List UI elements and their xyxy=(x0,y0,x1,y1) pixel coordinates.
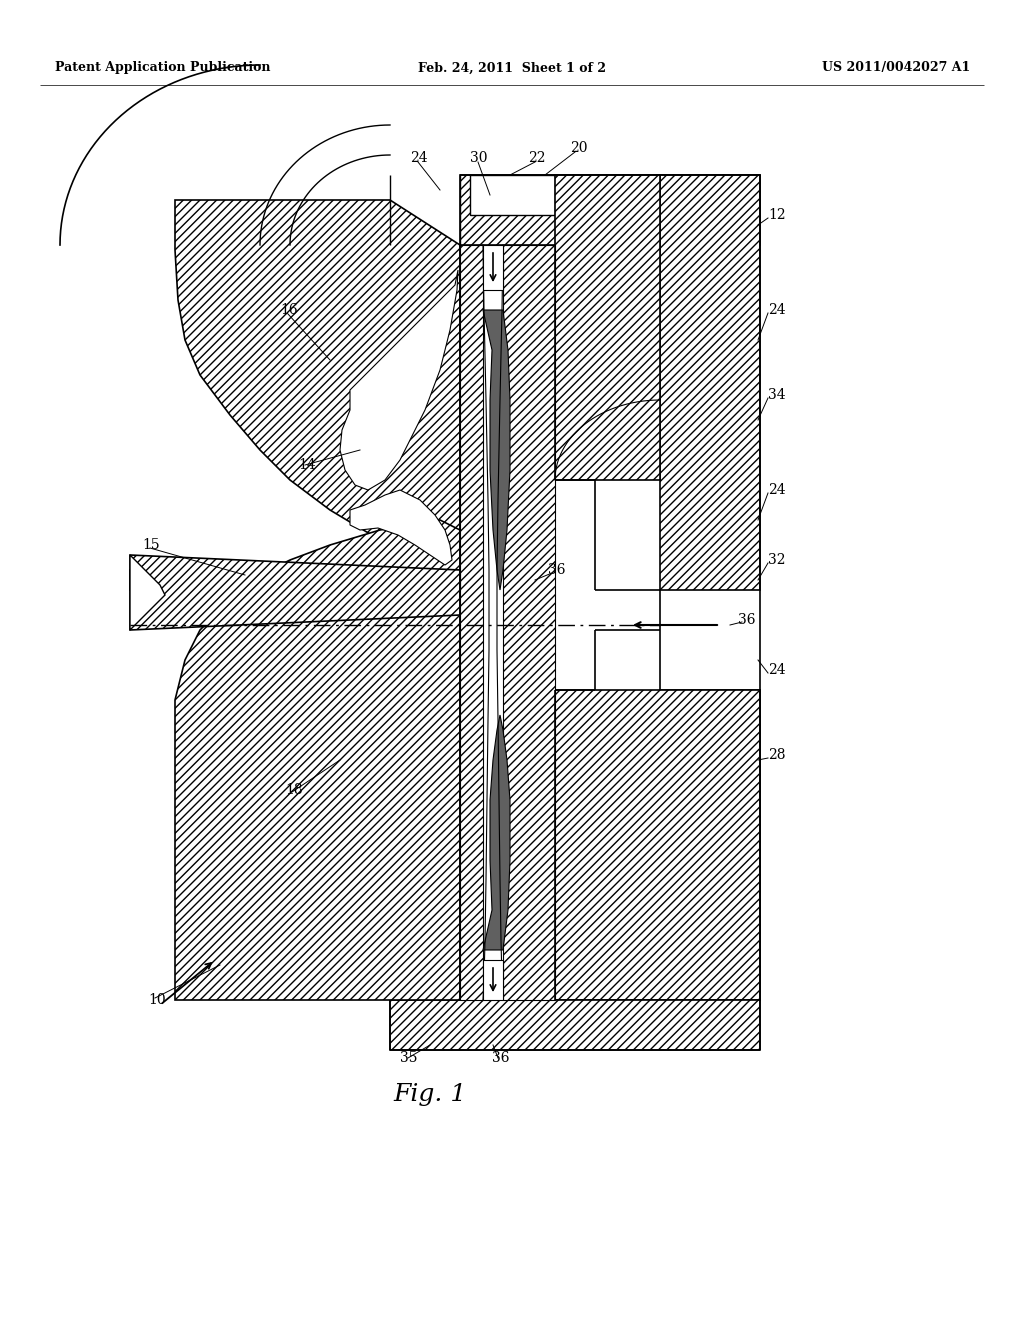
Text: 16: 16 xyxy=(280,304,298,317)
Polygon shape xyxy=(130,554,165,630)
Polygon shape xyxy=(460,246,483,1001)
Polygon shape xyxy=(503,246,555,1001)
Text: 10: 10 xyxy=(148,993,166,1007)
Polygon shape xyxy=(175,520,460,1001)
Text: 24: 24 xyxy=(768,304,785,317)
Polygon shape xyxy=(555,690,760,1001)
Text: 18: 18 xyxy=(285,783,303,797)
Text: Fig. 1: Fig. 1 xyxy=(393,1084,467,1106)
Polygon shape xyxy=(483,715,510,950)
Text: 24: 24 xyxy=(768,663,785,677)
Polygon shape xyxy=(470,176,555,215)
Text: 28: 28 xyxy=(768,748,785,762)
Text: 36: 36 xyxy=(738,612,756,627)
Text: 36: 36 xyxy=(492,1051,510,1065)
Polygon shape xyxy=(483,310,510,590)
Text: 24: 24 xyxy=(768,483,785,498)
Text: 15: 15 xyxy=(142,539,160,552)
Text: 24: 24 xyxy=(410,150,428,165)
Text: Feb. 24, 2011  Sheet 1 of 2: Feb. 24, 2011 Sheet 1 of 2 xyxy=(418,62,606,74)
Polygon shape xyxy=(130,570,460,590)
Text: Patent Application Publication: Patent Application Publication xyxy=(55,62,270,74)
Text: 35: 35 xyxy=(400,1051,418,1065)
Text: 34: 34 xyxy=(768,388,785,403)
Polygon shape xyxy=(483,960,503,1001)
Text: 32: 32 xyxy=(768,553,785,568)
Polygon shape xyxy=(660,690,760,1001)
Polygon shape xyxy=(175,201,460,560)
Polygon shape xyxy=(390,1001,760,1049)
Text: 14: 14 xyxy=(298,458,315,473)
Polygon shape xyxy=(130,554,460,630)
Polygon shape xyxy=(483,246,503,290)
Polygon shape xyxy=(130,570,460,590)
Text: 30: 30 xyxy=(470,150,487,165)
Text: 12: 12 xyxy=(768,209,785,222)
Text: 22: 22 xyxy=(528,150,546,165)
Text: 20: 20 xyxy=(570,141,588,154)
Polygon shape xyxy=(350,490,452,565)
Polygon shape xyxy=(460,176,760,246)
Text: US 2011/0042027 A1: US 2011/0042027 A1 xyxy=(821,62,970,74)
Polygon shape xyxy=(340,271,458,490)
Polygon shape xyxy=(660,176,760,590)
Polygon shape xyxy=(555,176,660,480)
Text: 36: 36 xyxy=(548,564,565,577)
